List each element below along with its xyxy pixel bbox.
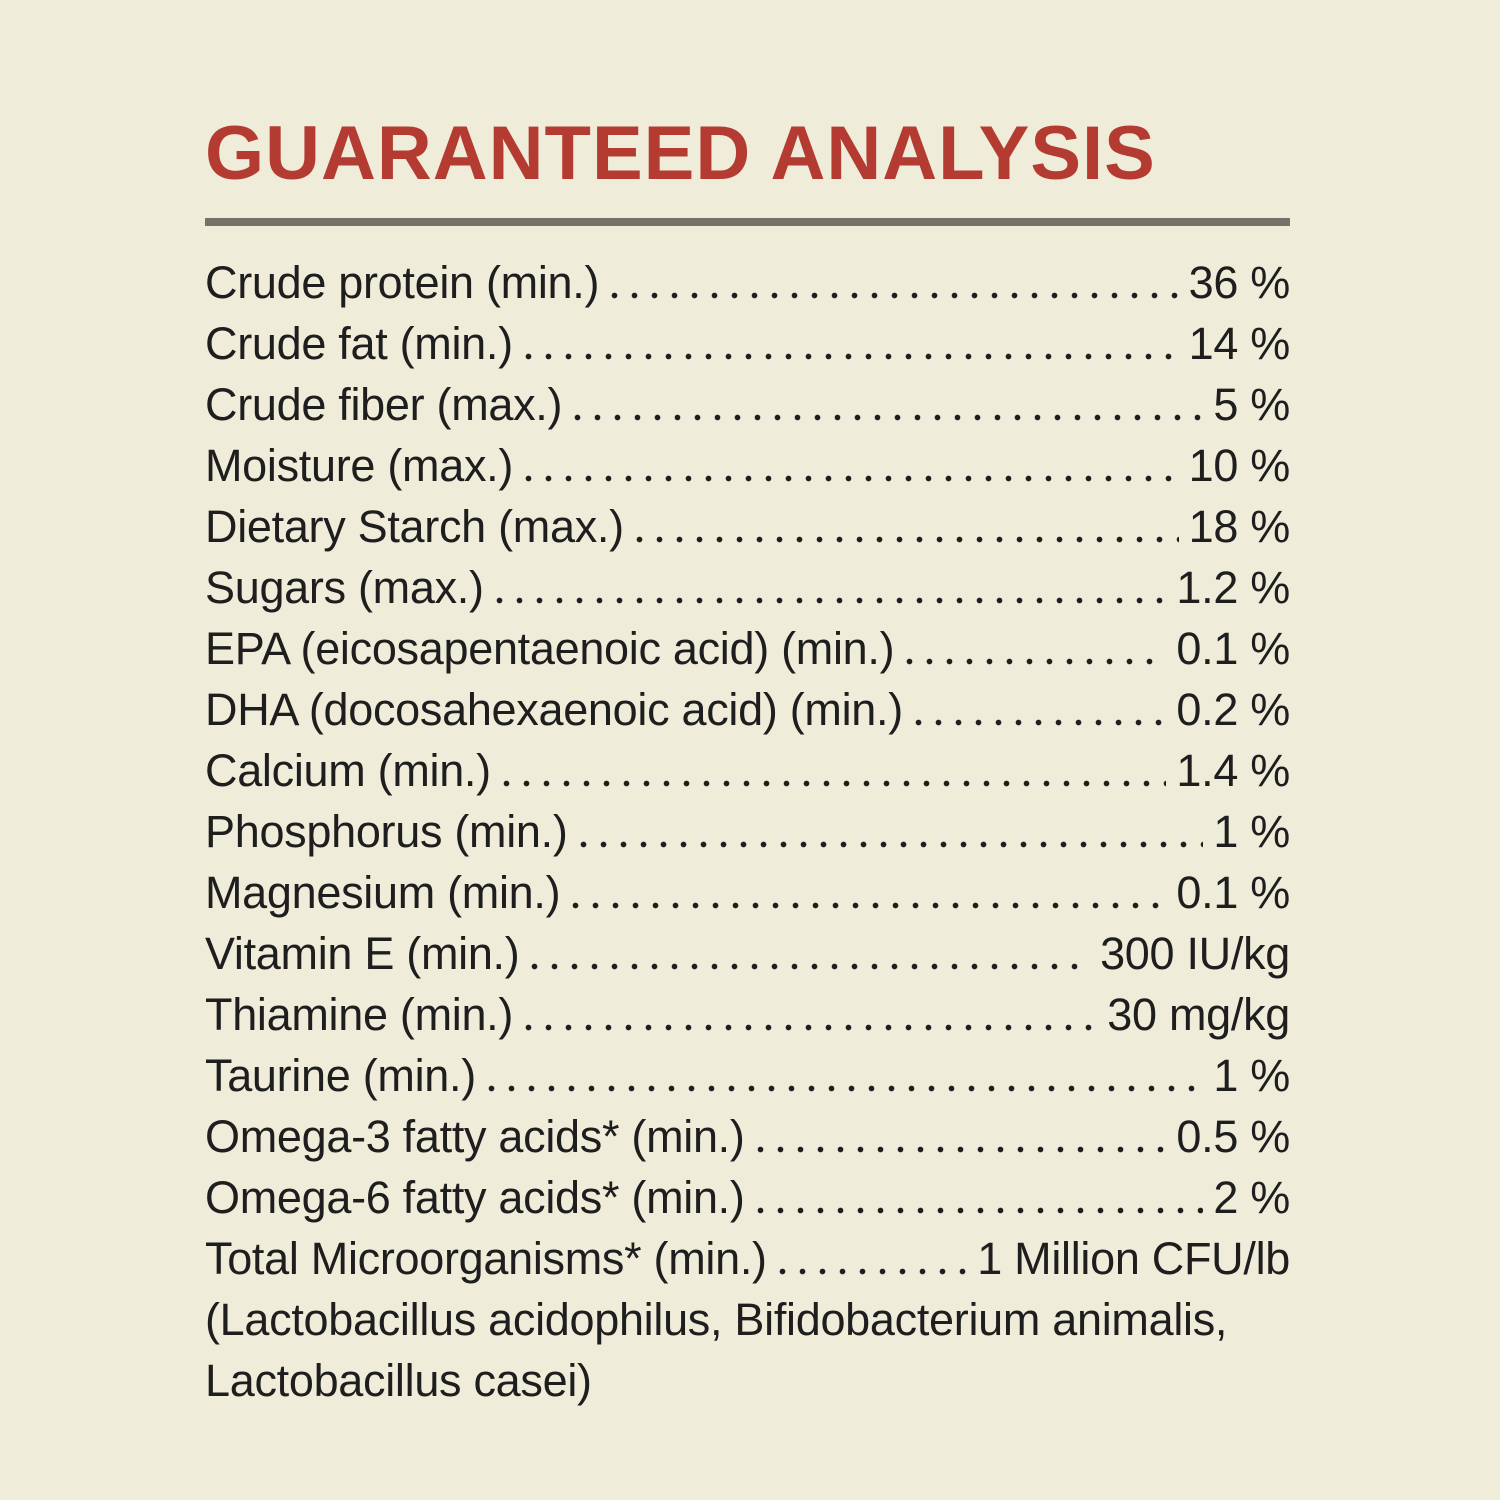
row-value: 14 %: [1188, 317, 1291, 369]
page-title: GUARANTEED ANALYSIS: [205, 111, 1156, 196]
row-value: 0.1 %: [1176, 622, 1290, 674]
dotted-leader: [495, 596, 1167, 604]
row-label: DHA (docosahexaenoic acid) (min.): [205, 683, 903, 735]
row-value: 30 mg/kg: [1107, 988, 1290, 1040]
dotted-leader: [906, 657, 1167, 665]
table-row: Vitamin E (min.) 300 IU/kg: [205, 923, 1290, 984]
row-label: EPA (eicosapentaenoic acid) (min.): [205, 622, 895, 674]
row-label: Omega-3 fatty acids* (min.): [205, 1110, 745, 1162]
row-label: Crude fiber (max.): [205, 378, 563, 430]
dotted-leader: [756, 1206, 1204, 1214]
row-label: Taurine (min.): [205, 1049, 476, 1101]
table-row: Omega-3 fatty acids* (min.) 0.5 %: [205, 1106, 1290, 1167]
row-label: Omega-6 fatty acids* (min.): [205, 1171, 745, 1223]
row-label: Dietary Starch (max.): [205, 500, 624, 552]
table-row: Magnesium (min.) 0.1 %: [205, 862, 1290, 923]
row-label: Crude fat (min.): [205, 317, 513, 369]
dotted-leader: [525, 1023, 1098, 1031]
row-value: 2 %: [1213, 1171, 1290, 1223]
dotted-leader: [572, 901, 1167, 909]
microorganisms-note-line: (Lactobacillus acidophilus, Bifidobacter…: [205, 1293, 1228, 1345]
dotted-leader: [778, 1267, 968, 1275]
row-label: Phosphorus (min.): [205, 805, 568, 857]
table-row: Calcium (min.) 1.4 %: [205, 740, 1290, 801]
dotted-leader: [487, 1084, 1204, 1092]
row-value: 0.5 %: [1176, 1110, 1290, 1162]
row-label: Thiamine (min.): [205, 988, 514, 1040]
dotted-leader: [531, 962, 1091, 970]
dotted-leader: [524, 352, 1179, 360]
dotted-leader: [635, 535, 1179, 543]
row-label: Crude protein (min.): [205, 256, 600, 308]
table-row: Total Microorganisms* (min.) 1 Million CF…: [205, 1228, 1290, 1289]
table-row: Crude fat (min.) 14 %: [205, 313, 1290, 374]
row-value: 300 IU/kg: [1100, 927, 1290, 979]
analysis-rows: Crude protein (min.) 36 % Crude fat (min.)…: [205, 252, 1290, 1411]
row-label: Moisture (max.): [205, 439, 514, 491]
table-row: Crude fiber (max.) 5 %: [205, 374, 1290, 435]
table-row: Omega-6 fatty acids* (min.) 2 %: [205, 1167, 1290, 1228]
row-value: 1 Million CFU/lb: [977, 1232, 1290, 1284]
dotted-leader: [611, 291, 1179, 299]
row-label: Calcium (min.): [205, 744, 491, 796]
row-label: Sugars (max.): [205, 561, 484, 613]
row-value: 1.2 %: [1176, 561, 1290, 613]
microorganisms-note-line: Lactobacillus casei): [205, 1354, 592, 1406]
row-value: 5 %: [1213, 378, 1290, 430]
table-row: Moisture (max.) 10 %: [205, 435, 1290, 496]
table-row: DHA (docosahexaenoic acid) (min.) 0.2 %: [205, 679, 1290, 740]
row-value: 18 %: [1188, 500, 1291, 552]
row-value: 36 %: [1188, 256, 1291, 308]
row-label: Total Microorganisms* (min.): [205, 1232, 767, 1284]
table-row: Taurine (min.) 1 %: [205, 1045, 1290, 1106]
table-row: Dietary Starch (max.) 18 %: [205, 496, 1290, 557]
row-value: 10 %: [1188, 439, 1291, 491]
row-value: 1.4 %: [1176, 744, 1290, 796]
dotted-leader: [579, 840, 1204, 848]
row-value: 0.1 %: [1176, 866, 1290, 918]
table-row: Thiamine (min.) 30 mg/kg: [205, 984, 1290, 1045]
row-value: 0.2 %: [1176, 683, 1290, 735]
row-label: Vitamin E (min.): [205, 927, 520, 979]
row-label: Magnesium (min.): [205, 866, 561, 918]
row-value: 1 %: [1213, 805, 1290, 857]
dotted-leader: [914, 718, 1167, 726]
table-row: Crude protein (min.) 36 %: [205, 252, 1290, 313]
dotted-leader: [574, 413, 1204, 421]
table-row: Phosphorus (min.) 1 %: [205, 801, 1290, 862]
table-row: Sugars (max.) 1.2 %: [205, 557, 1290, 618]
dotted-leader: [756, 1145, 1167, 1153]
table-row: EPA (eicosapentaenoic acid) (min.) 0.1 %: [205, 618, 1290, 679]
dotted-leader: [525, 474, 1179, 482]
row-value: 1 %: [1213, 1049, 1290, 1101]
title-divider: [205, 217, 1290, 226]
dotted-leader: [502, 779, 1167, 787]
